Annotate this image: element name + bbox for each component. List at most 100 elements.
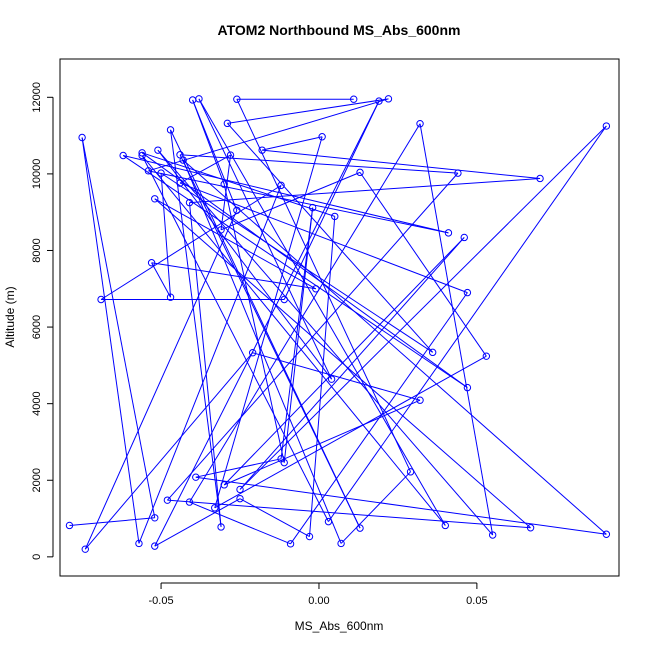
data-point [151,514,159,522]
series-segment [170,129,361,529]
data-point [482,352,491,360]
series-segment [239,498,310,537]
data-point [428,348,437,357]
series-segment [224,399,421,486]
series-points [65,95,611,553]
data-point [441,521,449,530]
series-segment [195,458,282,478]
series-segment [214,136,323,508]
data-point [138,151,146,160]
data-point [226,151,235,159]
series-segment [160,172,433,353]
series-segment [227,123,434,353]
plot-frame [59,58,620,577]
series-segment [252,352,421,401]
data-point [233,206,241,214]
data-point [384,95,393,103]
data-point [277,181,285,190]
data-point [217,523,225,531]
data-point [416,396,424,404]
data-point [280,295,288,304]
series-segment [84,352,254,550]
y-tick-label: 4000 [31,391,43,415]
series-segment [223,184,285,463]
data-point [211,504,219,512]
data-point [488,531,497,539]
data-point [324,517,333,526]
data-point [463,383,472,392]
x-axis: -0.05 0.00 0.05 [149,582,488,607]
y-tick-label: 0 [31,554,43,560]
data-point [220,481,228,489]
series-segment [141,155,446,526]
series-segment [179,154,231,184]
y-axis: 0 2000 4000 6000 8000 10000 12000 [31,82,54,560]
series-segment [239,125,607,490]
series-segment [160,173,172,298]
data-point [233,95,241,103]
series-segment [283,207,314,463]
data-point [277,455,285,463]
series-segment [100,184,282,300]
series-segment [192,99,225,185]
data-point [286,540,295,548]
data-point [356,524,364,532]
data-point [163,496,172,504]
series-segment [148,170,449,234]
x-tick-label: -0.05 [149,595,174,607]
series-segment [81,137,140,544]
y-tick-label: 6000 [31,315,43,339]
series-segment [328,125,607,522]
data-point [147,259,156,267]
series-segment [182,159,342,544]
data-point [223,119,232,128]
y-tick-label: 12000 [31,82,43,113]
data-point [356,168,364,177]
data-point [138,149,146,157]
data-point [337,539,345,548]
series-segment [182,159,607,535]
series-segment [157,149,333,380]
data-point [258,146,266,154]
data-point [248,349,257,357]
x-axis-label: MS_Abs_600nm [295,619,384,633]
series-segment [239,237,465,490]
series-segment [69,517,155,526]
x-tick-label: 0.00 [308,595,329,607]
data-point [536,174,544,183]
data-point [157,169,165,177]
series-segment [214,355,487,509]
data-point [350,95,358,103]
data-point [331,212,339,221]
data-point [312,285,320,293]
data-point [144,167,153,175]
data-point [220,180,228,188]
data-point [188,96,197,104]
x-tick-label: 0.05 [466,595,487,607]
data-point [65,521,74,530]
data-point [416,120,424,128]
series-segment [189,177,541,204]
series-segment [154,498,241,547]
series-segment [151,262,316,290]
data-point [602,530,611,538]
data-point [97,295,105,304]
data-point [308,203,317,212]
series-segment [198,98,333,380]
series-segment [123,155,449,234]
series-segment [419,123,494,536]
data-point [602,122,611,130]
series-segment [148,98,389,172]
series-segment [84,210,238,550]
data-point [460,233,468,242]
data-point [185,198,194,207]
data-point [305,532,314,541]
series-segment [223,237,465,486]
data-point [166,126,175,134]
y-tick-label: 8000 [31,238,43,262]
data-point [119,151,127,160]
series-segment [170,129,222,528]
series-segment [141,155,329,522]
